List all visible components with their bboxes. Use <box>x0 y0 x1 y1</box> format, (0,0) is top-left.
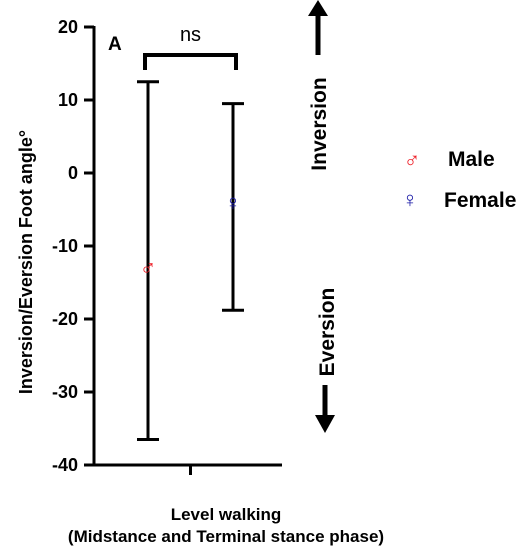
x-axis-label: Level walking <box>171 505 282 524</box>
significance-bracket-line <box>143 53 238 70</box>
mean-marker: ♀ <box>225 190 242 215</box>
eversion-label: Eversion <box>316 288 339 377</box>
series-female: ♀ <box>222 102 244 312</box>
inversion-label: Inversion <box>308 77 331 170</box>
x-axis-sublabel: (Midstance and Terminal stance phase) <box>68 527 384 546</box>
significance-label: ns <box>180 24 201 46</box>
legend-male-icon: ♂ <box>404 147 421 172</box>
y-axis-label: Inversion/Eversion Foot angle° <box>16 130 36 394</box>
y-tick-label: -20 <box>52 309 78 329</box>
y-tick-label: 10 <box>58 90 78 110</box>
legend-female-label: Female <box>444 189 516 212</box>
y-tick-label: 20 <box>58 17 78 37</box>
y-tick-label: -30 <box>52 382 78 402</box>
series-male: ♂ <box>137 80 159 441</box>
y-tick-label: 0 <box>68 163 78 183</box>
legend-male-label: Male <box>448 148 495 171</box>
down-arrow-icon <box>315 415 335 433</box>
legend: ♂ Male ♀ Female <box>402 147 517 212</box>
up-arrow-icon <box>308 0 328 16</box>
significance-bracket: ns <box>143 24 238 70</box>
inversion-indicator: Inversion <box>308 0 331 171</box>
legend-female-icon: ♀ <box>402 187 419 212</box>
series-group: ♂♀ <box>137 80 244 441</box>
eversion-indicator: Eversion <box>315 288 339 433</box>
y-tick-label: -40 <box>52 455 78 475</box>
mean-marker: ♂ <box>140 254 157 279</box>
panel-label: A <box>108 34 122 55</box>
y-ticks: -40 -30 -20 -10 0 10 20 <box>52 17 94 475</box>
y-tick-label: -10 <box>52 236 78 256</box>
